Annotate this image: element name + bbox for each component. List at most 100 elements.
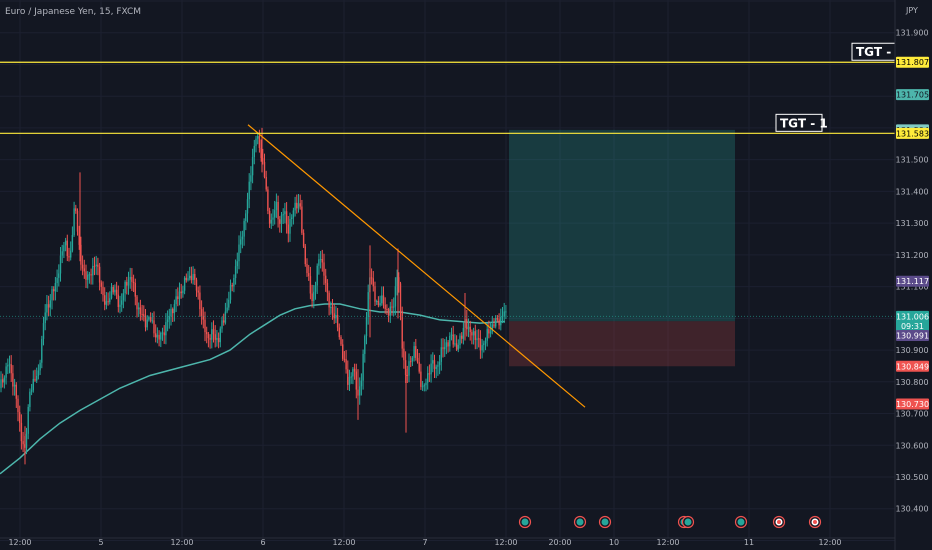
x-tick-label: 12:00 <box>170 538 193 547</box>
candle-body <box>377 300 380 306</box>
candle-body <box>190 275 193 281</box>
candle-body <box>403 348 405 361</box>
candle-body <box>217 338 220 343</box>
candle-body <box>92 265 94 276</box>
candle-body <box>270 219 272 224</box>
candle-body <box>413 346 415 358</box>
candle-body <box>362 353 364 381</box>
candle-body <box>435 366 437 369</box>
candle-body <box>454 343 456 345</box>
candle-body <box>37 370 40 376</box>
candle-body <box>323 262 325 276</box>
candle-body <box>109 298 111 303</box>
candle-body <box>496 318 499 320</box>
candle-body <box>199 292 201 310</box>
event-marker-red-icon[interactable] <box>808 515 822 529</box>
candle-body <box>172 308 174 314</box>
price-pill <box>896 310 929 322</box>
price-pill-label: 130.991 <box>896 331 929 340</box>
trendline[interactable] <box>247 124 586 408</box>
event-marker-icon[interactable] <box>518 515 532 529</box>
event-marker-icon[interactable] <box>734 515 748 529</box>
target-label-box <box>775 113 823 132</box>
candle-body <box>122 293 125 301</box>
candle-body <box>231 285 233 287</box>
candle-body <box>114 289 116 293</box>
candle-body <box>161 332 164 334</box>
candle-body <box>467 326 470 330</box>
candle-body <box>331 306 334 314</box>
candle-body <box>415 346 417 358</box>
candle-body <box>204 319 206 333</box>
profit-zone <box>509 129 735 322</box>
candle-body <box>47 304 50 308</box>
currency-label: JPY <box>905 6 918 15</box>
candle-body <box>282 214 284 216</box>
event-marker-icon[interactable] <box>598 515 612 529</box>
candle-body <box>29 391 31 407</box>
candle-body <box>466 319 468 330</box>
candle-body <box>97 264 99 267</box>
candle-body <box>112 286 114 293</box>
candle-body <box>503 311 505 317</box>
candle-body <box>15 384 17 399</box>
candle-body <box>440 347 442 362</box>
candle-body <box>214 334 216 340</box>
candle-body <box>126 282 128 286</box>
candle-body <box>347 369 349 385</box>
candle-body <box>447 342 449 347</box>
candle-body <box>189 275 191 279</box>
candle-body <box>343 358 346 360</box>
candle-body <box>63 245 65 252</box>
candle-body <box>98 266 101 283</box>
candle-body <box>170 308 172 317</box>
x-tick-label: 7 <box>422 538 427 547</box>
price-pill <box>896 398 929 410</box>
price-pill-label: 131.807 <box>896 58 929 67</box>
y-tick-label: 131.400 <box>895 187 928 196</box>
candle-body <box>393 306 395 308</box>
event-marker-red-icon[interactable] <box>772 515 786 529</box>
price-pill-label: 131.117 <box>896 277 929 286</box>
candle-body <box>416 357 419 363</box>
candle-body <box>411 357 414 362</box>
x-tick-label: 12:00 <box>8 538 31 547</box>
chart-title: Euro / Japanese Yen, 15, FXCM <box>5 7 141 17</box>
y-tick-label: 130.500 <box>895 473 928 482</box>
candle-body <box>78 231 80 245</box>
event-marker-icon[interactable] <box>573 515 587 529</box>
event-core <box>737 518 745 526</box>
event-marker-icon[interactable] <box>681 515 695 529</box>
candle-body <box>144 316 147 328</box>
candle-body <box>200 309 203 317</box>
candle-body <box>309 276 312 294</box>
candle-body <box>107 301 109 303</box>
candle-body <box>0 379 2 389</box>
candle-body <box>22 441 24 445</box>
candle-body <box>379 303 381 306</box>
candle-body <box>13 384 16 387</box>
candle-body <box>285 211 288 225</box>
candle-body <box>438 361 441 366</box>
candle-body <box>71 235 74 251</box>
candle-body <box>70 250 72 258</box>
candle-body <box>166 319 169 323</box>
candle-body <box>49 300 51 308</box>
candle-body <box>263 161 266 177</box>
candle-body <box>277 201 279 220</box>
candle-body <box>17 398 19 413</box>
candle-body <box>498 319 500 326</box>
candle-body <box>330 306 332 308</box>
candle-body <box>102 286 104 296</box>
candle-body <box>129 276 131 280</box>
candle-body <box>486 329 488 341</box>
candle-body <box>483 343 485 346</box>
candle-body <box>472 331 475 336</box>
candle-body <box>423 385 425 387</box>
y-tick-label: 131.900 <box>895 29 928 38</box>
candle-body <box>301 206 303 233</box>
candle-body <box>469 326 471 333</box>
